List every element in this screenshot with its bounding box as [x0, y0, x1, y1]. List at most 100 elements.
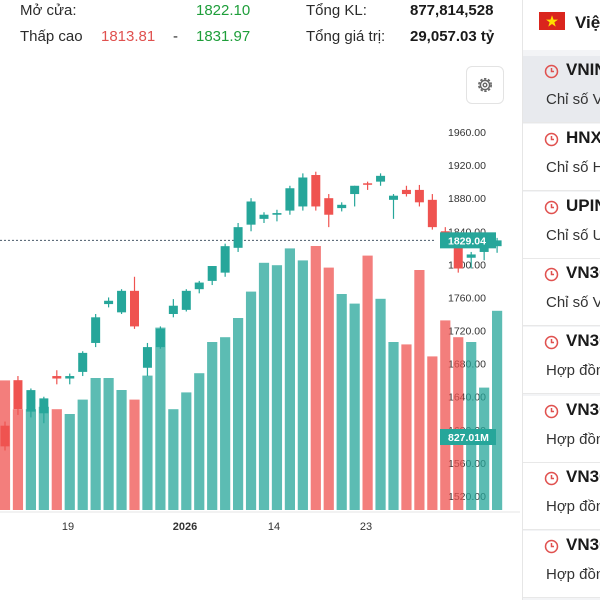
volume-bar [453, 337, 464, 510]
volume-bar [297, 260, 308, 510]
volume-bar [12, 409, 24, 510]
volume-bar [271, 265, 283, 510]
candle-body [104, 300, 114, 305]
time-tick-label: 19 [62, 521, 74, 533]
clock-icon [544, 267, 559, 282]
price-tick-label: 1960.00 [448, 127, 486, 139]
volume-bar [466, 342, 477, 510]
clock-icon [544, 404, 559, 419]
price-chart[interactable]: 1960.00 1920.00 1880.00 1840.00 1800.00 1760.… [0, 62, 520, 600]
market-sidebar: Việt Nam VNINDEX Chỉ số VNINDEX HNXINDEX Ch… [522, 0, 600, 600]
candle-body [350, 185, 360, 195]
time-tick-label: 23 [360, 521, 372, 533]
sidebar-item-name: VNINDEX [566, 60, 600, 79]
volume-bar [116, 390, 127, 510]
candle [466, 251, 476, 269]
clock-icon [544, 335, 559, 350]
candle [285, 185, 295, 215]
last-price-badge [440, 232, 496, 249]
sidebar-item[interactable]: VN30F1M Hợp đồng [523, 327, 600, 394]
clock-icon [544, 64, 559, 79]
candlestick-chart-svg[interactable]: 1960.001920.001880.001840.001800.001760.… [0, 62, 520, 600]
candle-body [91, 317, 101, 343]
candle [311, 171, 321, 211]
volume-bar [142, 375, 153, 510]
sidebar-item[interactable]: HNXINDEX Chỉ số HNX [523, 124, 600, 191]
candle-body [78, 352, 88, 372]
candle-body [389, 195, 398, 200]
last-volume-label: 827.01M [448, 432, 489, 444]
candle [26, 388, 36, 418]
candle [13, 376, 23, 415]
candle-body [130, 290, 139, 327]
sidebar-item[interactable]: VN30 Chỉ số VN30 [523, 259, 600, 326]
candle [246, 198, 256, 232]
candle-body [285, 188, 295, 211]
volume-bar [207, 342, 218, 510]
candle [0, 421, 10, 451]
volume-bar [233, 318, 244, 510]
sidebar-item-name: VN30F1M [566, 331, 600, 350]
time-tick-label: 14 [268, 521, 280, 533]
sidebar-item-subtitle: Hợp đồng [546, 362, 600, 379]
candle [363, 181, 373, 190]
sidebar-header-label: Việt Nam [575, 13, 600, 32]
price-tick-label: 1760.00 [448, 292, 486, 304]
volume-bar [323, 267, 334, 510]
volume-bar [103, 378, 114, 510]
candle-body [401, 189, 411, 195]
candle [207, 266, 217, 286]
candle-body [376, 175, 386, 182]
candle [168, 299, 178, 318]
candle [492, 237, 502, 253]
candle [298, 173, 308, 211]
volume-bar [349, 303, 360, 510]
volume-bar [168, 409, 179, 510]
candle-body [272, 213, 282, 215]
candle [272, 209, 282, 222]
candle-body [26, 390, 36, 412]
sidebar-item-name: HNXINDEX [566, 128, 600, 147]
sidebar-item[interactable]: UPINDEX Chỉ số UPCOM [523, 192, 600, 259]
total-value-label: Tổng giá trị: [306, 28, 386, 45]
volume-bar [155, 327, 166, 510]
candle-body [220, 246, 230, 273]
sidebar-item-subtitle: Hợp đồng [546, 431, 600, 448]
volume-bar [245, 291, 257, 510]
candle-body [324, 198, 334, 215]
sidebar-item[interactable]: VN30F2M Hợp đồng [523, 396, 600, 463]
candle-body [155, 328, 165, 348]
candle-body [363, 183, 373, 185]
range-separator: - [173, 28, 178, 45]
chart-settings-button[interactable] [466, 66, 504, 104]
price-tick-label: 1920.00 [448, 160, 486, 172]
volume-bar [129, 399, 140, 510]
candle-body [492, 240, 502, 247]
volume-bar [181, 392, 192, 510]
candle-body [466, 254, 476, 258]
clock-icon [544, 200, 559, 215]
sidebar-item-subtitle: Chỉ số HNX [546, 159, 600, 176]
sidebar-item-subtitle: Chỉ số VNINDEX [546, 91, 600, 108]
clock-icon [544, 471, 559, 486]
candle-body [233, 227, 243, 248]
last-volume-badge [440, 429, 496, 445]
candle-body [168, 305, 178, 314]
low-value: 1813.81 [101, 28, 156, 45]
candle [117, 289, 127, 314]
sidebar-item[interactable]: VNINDEX Chỉ số VNINDEX [523, 56, 600, 123]
volume-bar [414, 270, 425, 510]
candle [324, 194, 334, 228]
open-value: 1822.10 [196, 2, 251, 19]
price-tick-label: 1880.00 [448, 193, 486, 205]
candle [220, 243, 230, 277]
sidebar-item[interactable]: VN30F2Q Hợp đồng [523, 531, 600, 598]
sidebar-item-name: UPINDEX [566, 196, 600, 215]
volume-bar [90, 378, 101, 510]
volume-label: Tổng KL: [306, 2, 367, 19]
price-tick-label: 1800.00 [448, 259, 486, 271]
sidebar-item[interactable]: VN30F1Q Hợp đồng [523, 463, 600, 530]
sidebar-header[interactable]: Việt Nam [523, 0, 600, 50]
time-tick-label: 2026 [173, 521, 197, 533]
candle [130, 276, 139, 329]
